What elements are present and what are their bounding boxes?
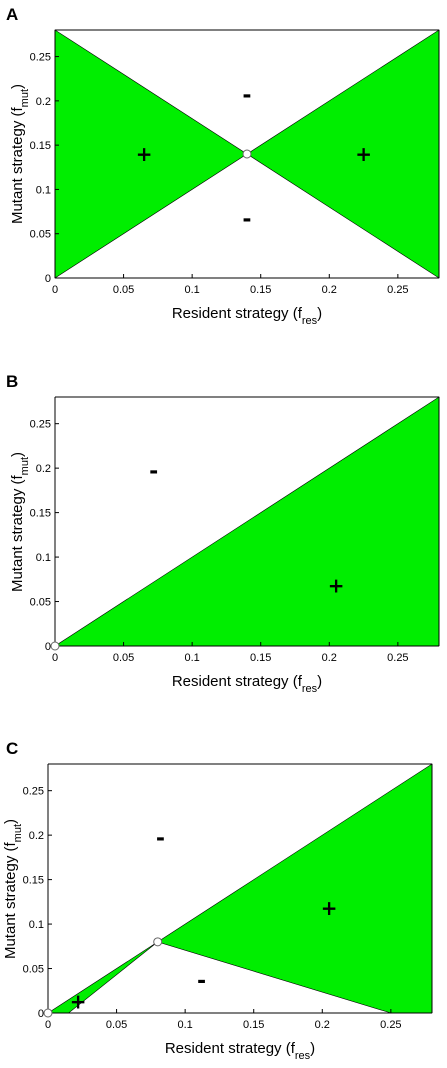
- y-tick-label: 0.1: [36, 552, 51, 564]
- x-tick-label: 0.25: [387, 284, 408, 296]
- x-tick-label: 0.05: [106, 1019, 127, 1031]
- x-tick-label: 0.25: [380, 1019, 401, 1031]
- x-tick-label: 0: [52, 284, 58, 296]
- x-tick-label: 0.2: [322, 652, 337, 664]
- y-tick-label: 0.05: [23, 964, 44, 976]
- panel-letter: A: [6, 5, 18, 24]
- x-tick-label: 0.2: [322, 284, 337, 296]
- x-tick-label: 0.1: [184, 284, 199, 296]
- equilibrium-marker: [242, 149, 252, 159]
- plus-sign: +: [321, 896, 338, 920]
- positive-region-1: [53, 396, 440, 647]
- plus-sign: +: [328, 574, 345, 598]
- x-tick-label: 0.25: [387, 652, 408, 664]
- x-tick-label: 0.1: [177, 1019, 192, 1031]
- y-tick-label: 0.2: [36, 96, 51, 108]
- panel-b: 0 0.05 0.1 0.15 0.2 0.25 0 0.05 0.1 0.15 0.2 0.25 - +…: [6, 372, 440, 695]
- y-axis-title: Mutant strategy (fmut): [2, 819, 24, 959]
- x-axis-title: Resident strategy (fres): [172, 305, 322, 327]
- y-tick-label: 0.25: [23, 786, 44, 798]
- equilibrium-marker: [43, 1008, 53, 1018]
- plus-sign: +: [136, 142, 153, 166]
- y-tick-label: 0.25: [30, 52, 51, 64]
- y-tick-label: 0.15: [30, 140, 51, 152]
- positive-region-1: [46, 941, 158, 1014]
- y-axis-title: Mutant strategy (fmut): [9, 452, 31, 592]
- y-tick-label: 0.2: [29, 830, 44, 842]
- x-tick-label: 0.05: [113, 284, 134, 296]
- minus-sign: -: [149, 460, 158, 485]
- y-tick-label: 0: [38, 1008, 44, 1020]
- y-tick-label: 0.05: [30, 597, 51, 609]
- x-tick-label: 0.1: [184, 652, 199, 664]
- equilibrium-marker: [50, 641, 60, 651]
- x-tick-label: 0.15: [250, 284, 271, 296]
- equilibrium-marker: [153, 937, 163, 947]
- y-tick-label: 0.1: [36, 184, 51, 196]
- y-tick-label: 0.15: [23, 875, 44, 887]
- y-tick-label: 0.05: [30, 229, 51, 241]
- plus-sign: +: [70, 989, 87, 1013]
- panel-letter: B: [6, 372, 18, 391]
- x-tick-label: 0.2: [315, 1019, 330, 1031]
- panel-c: 0 0.05 0.1 0.15 0.2 0.25 0 0.05 0.1 0.15 0.2 0.25 + +…: [2, 739, 433, 1062]
- y-tick-label: 0.2: [36, 463, 51, 475]
- x-tick-label: 0: [52, 652, 58, 664]
- y-tick-label: 0: [45, 641, 51, 653]
- x-tick-label: 0.15: [243, 1019, 264, 1031]
- minus-sign: -: [156, 827, 165, 852]
- y-tick-label: 0.25: [30, 419, 51, 431]
- x-tick-label: 0.15: [250, 652, 271, 664]
- y-axis-title: Mutant strategy (fmut): [9, 84, 31, 224]
- plus-sign: +: [355, 142, 372, 166]
- panel-a: 0 0.05 0.1 0.15 0.2 0.25 0 0.05 0.1 0.15 0.2 0.25 + +…: [6, 5, 440, 327]
- x-axis-title: Resident strategy (fres): [172, 673, 322, 695]
- panel-letter: C: [6, 739, 18, 758]
- x-axis-title: Resident strategy (fres): [165, 1040, 315, 1062]
- positive-region-2: [246, 29, 440, 279]
- minus-sign: -: [242, 83, 251, 108]
- y-tick-label: 0.15: [30, 508, 51, 520]
- y-tick-label: 0.1: [29, 919, 44, 931]
- minus-sign: -: [242, 207, 251, 232]
- y-tick-label: 0: [45, 273, 51, 285]
- minus-sign: -: [197, 969, 206, 994]
- x-tick-label: 0: [45, 1019, 51, 1031]
- x-tick-label: 0.05: [113, 652, 134, 664]
